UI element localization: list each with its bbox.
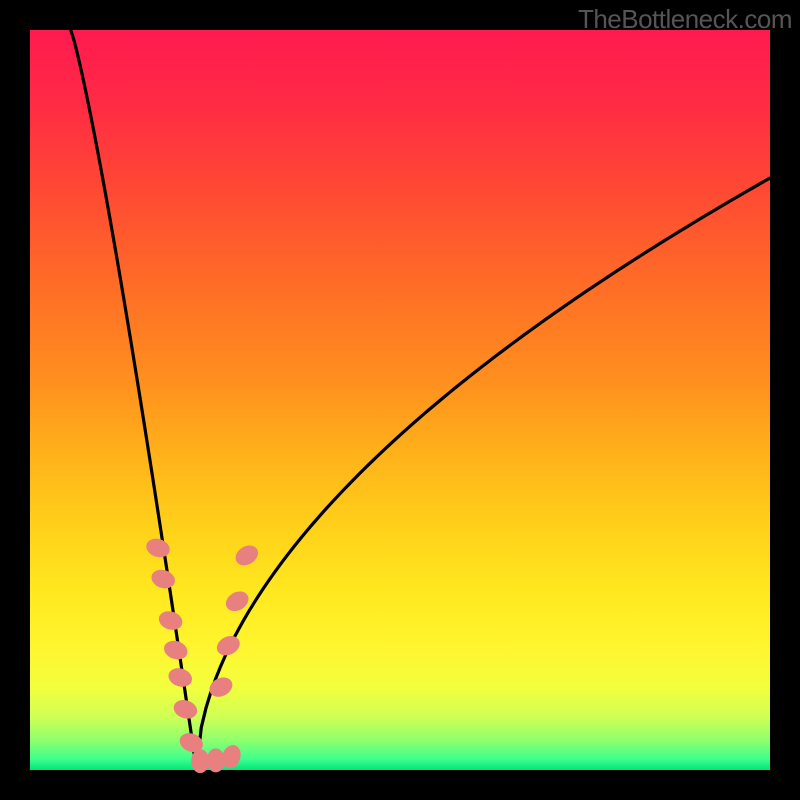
data-marker <box>191 749 209 773</box>
chart-container: TheBottleneck.com <box>0 0 800 800</box>
bottleneck-chart <box>0 0 800 800</box>
watermark-text: TheBottleneck.com <box>578 4 792 35</box>
